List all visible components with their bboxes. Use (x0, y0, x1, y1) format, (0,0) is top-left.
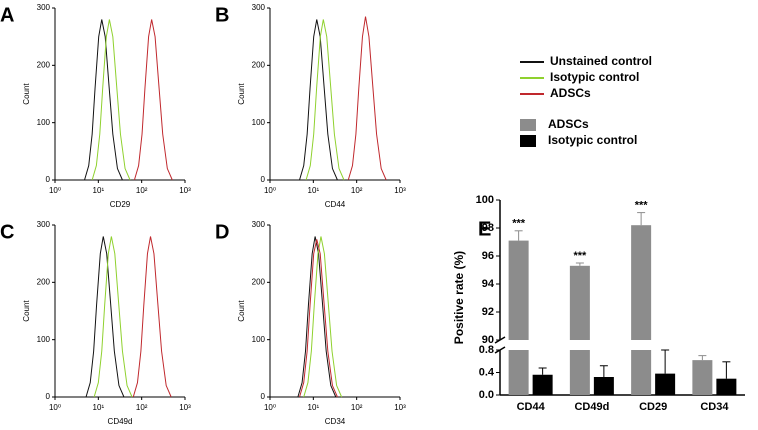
legend-swatch (520, 135, 536, 147)
x-tick-label: CD34 (700, 401, 729, 413)
y-tick-label: 100 (476, 194, 494, 206)
x-tick-label: 10³ (179, 186, 191, 195)
legend-label: Unstained control (550, 54, 652, 68)
x-axis-label: CD29 (110, 200, 131, 209)
x-tick-label: 10² (136, 403, 148, 412)
y-tick-label: 0.4 (479, 366, 495, 378)
y-tick-label: 100 (37, 118, 51, 127)
y-tick-label: 90 (482, 334, 494, 346)
x-tick-label: 10² (136, 186, 148, 195)
x-tick-label: 10² (351, 186, 363, 195)
bar (655, 373, 676, 395)
histogram-line (347, 16, 387, 181)
bar (593, 377, 614, 395)
x-tick-label: 10² (351, 403, 363, 412)
y-tick-label: 0.8 (479, 344, 494, 356)
break-gap (630, 340, 653, 350)
y-tick-label: 94 (482, 278, 495, 290)
histogram-line (297, 236, 337, 398)
y-tick-label: 100 (37, 335, 51, 344)
y-axis-label: Count (22, 83, 31, 105)
x-axis-label: CD34 (325, 417, 346, 426)
y-tick-label: 98 (482, 222, 494, 234)
panel-letter: C (0, 221, 14, 243)
x-tick-label: 10¹ (308, 403, 320, 412)
x-tick-label: 10³ (394, 403, 406, 412)
significance: *** (512, 218, 526, 230)
histogram-line (299, 239, 338, 398)
y-tick-label: 0.0 (479, 389, 494, 401)
y-tick-label: 0 (261, 175, 266, 184)
bar (532, 374, 553, 395)
y-tick-label: 200 (37, 60, 51, 69)
panel-letter: B (215, 4, 229, 26)
histogram-line (299, 19, 338, 181)
histogram-line (305, 19, 345, 181)
legend-label: Isotypic control (548, 133, 637, 147)
y-axis-label: Positive rate (%) (452, 251, 466, 344)
y-tick-label: 300 (37, 220, 51, 229)
y-tick-label: 200 (252, 277, 266, 286)
x-axis-label: CD49d (108, 417, 133, 426)
legend-swatch (520, 119, 536, 131)
y-tick-label: 300 (37, 3, 51, 12)
bar (716, 378, 737, 395)
legend-label: Isotypic control (550, 70, 639, 84)
histogram-line (303, 236, 343, 398)
y-tick-label: 0 (46, 392, 51, 401)
x-tick-label: 10⁰ (49, 403, 61, 412)
significance: *** (573, 250, 587, 262)
y-axis-label: Count (237, 83, 246, 105)
x-tick-label: 10¹ (93, 403, 105, 412)
panel-letter: D (215, 221, 229, 243)
y-tick-label: 100 (252, 335, 266, 344)
histogram-line (85, 236, 125, 398)
histogram-line (132, 236, 172, 398)
legend-label: ADSCs (548, 117, 589, 131)
x-tick-label: 10¹ (93, 186, 105, 195)
histogram-line (91, 19, 131, 181)
bar (631, 225, 652, 395)
x-tick-label: CD49d (574, 401, 609, 413)
x-tick-label: 10⁰ (264, 403, 276, 412)
bar (508, 240, 529, 395)
bar (692, 360, 713, 395)
histogram-line (133, 19, 173, 181)
x-tick-label: 10³ (179, 403, 191, 412)
y-tick-label: 300 (252, 3, 266, 12)
x-tick-label: 10¹ (308, 186, 320, 195)
x-tick-label: 10⁰ (264, 186, 276, 195)
y-tick-label: 92 (482, 306, 494, 318)
histogram-line (84, 19, 123, 181)
x-axis-label: CD44 (325, 200, 346, 209)
x-tick-label: 10³ (394, 186, 406, 195)
panel-letter: A (0, 4, 14, 26)
break-gap (507, 340, 530, 350)
y-tick-label: 200 (252, 60, 266, 69)
y-axis-label: Count (237, 300, 246, 322)
y-tick-label: 100 (252, 118, 266, 127)
break-gap (568, 340, 591, 350)
legend-label: ADSCs (550, 86, 591, 100)
y-tick-label: 300 (252, 220, 266, 229)
y-axis-label: Count (22, 300, 31, 322)
y-tick-label: 96 (482, 250, 494, 262)
panel-letter: E (478, 218, 491, 240)
histogram-line (93, 236, 133, 398)
x-tick-label: CD29 (639, 401, 667, 413)
bar (569, 265, 590, 395)
significance: *** (635, 200, 649, 212)
x-tick-label: 10⁰ (49, 186, 61, 195)
y-tick-label: 0 (261, 392, 266, 401)
y-tick-label: 0 (46, 175, 51, 184)
y-tick-label: 200 (37, 277, 51, 286)
x-tick-label: CD44 (517, 401, 546, 413)
